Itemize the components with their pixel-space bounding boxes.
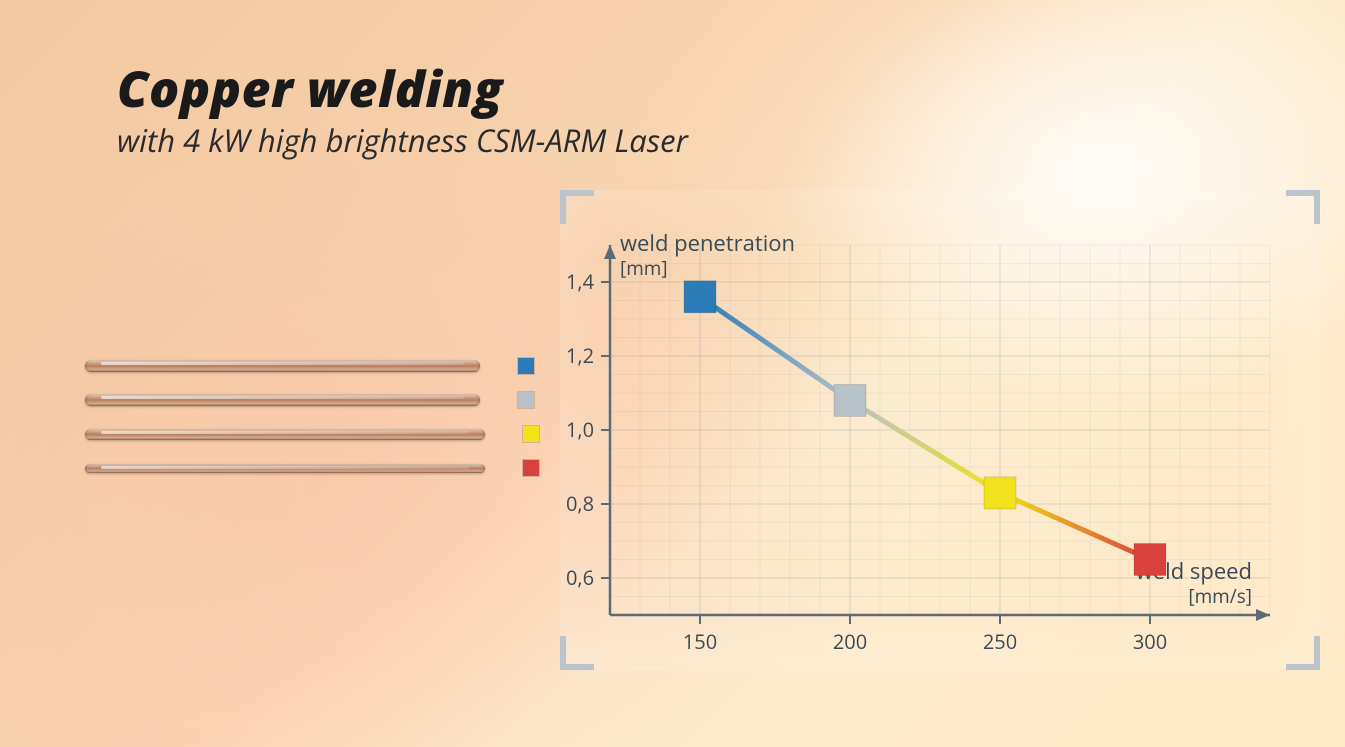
y-tick-label: 0,8 xyxy=(566,490,594,517)
y-tick-label: 1,2 xyxy=(566,342,594,369)
page-title: Copper welding xyxy=(117,54,688,122)
weld-bead xyxy=(85,464,485,473)
weld-row xyxy=(85,358,539,374)
x-tick-label: 300 xyxy=(1133,628,1167,655)
page-subtitle: with 4 kW high brightness CSM-ARM Laser xyxy=(117,120,688,162)
title-block: Copper welding with 4 kW high brightness… xyxy=(117,54,688,162)
x-axis-unit: [mm/s] xyxy=(1188,583,1252,609)
legend-swatch xyxy=(523,460,539,476)
chart-svg: 150 200 250 300 0,6 0,8 1,0 1,2 1,4 weld penetrat… xyxy=(560,190,1320,670)
weld-bead xyxy=(85,394,480,406)
data-point xyxy=(834,384,866,416)
x-tick-label: 200 xyxy=(833,628,867,655)
weld-row xyxy=(85,460,539,476)
data-point xyxy=(984,477,1016,509)
chart-region: 150 200 250 300 0,6 0,8 1,0 1,2 1,4 weld penetrat… xyxy=(560,190,1320,670)
weld-bead xyxy=(85,360,480,372)
weld-bead xyxy=(85,429,485,440)
weld-samples xyxy=(85,358,539,494)
data-point xyxy=(1134,544,1166,576)
weld-row xyxy=(85,392,539,408)
legend-swatch xyxy=(523,426,539,442)
weld-row xyxy=(85,426,539,442)
y-tick-label: 1,0 xyxy=(566,416,594,443)
y-axis-title: weld penetration xyxy=(620,228,795,258)
data-point xyxy=(684,281,716,313)
y-tick-label: 0,6 xyxy=(566,564,594,591)
x-tick-label: 150 xyxy=(683,628,717,655)
y-tick-label: 1,4 xyxy=(566,268,595,295)
legend-swatch xyxy=(518,392,534,408)
y-axis-unit: [mm] xyxy=(620,255,668,281)
x-tick-label: 250 xyxy=(983,628,1017,655)
legend-swatch xyxy=(518,358,534,374)
